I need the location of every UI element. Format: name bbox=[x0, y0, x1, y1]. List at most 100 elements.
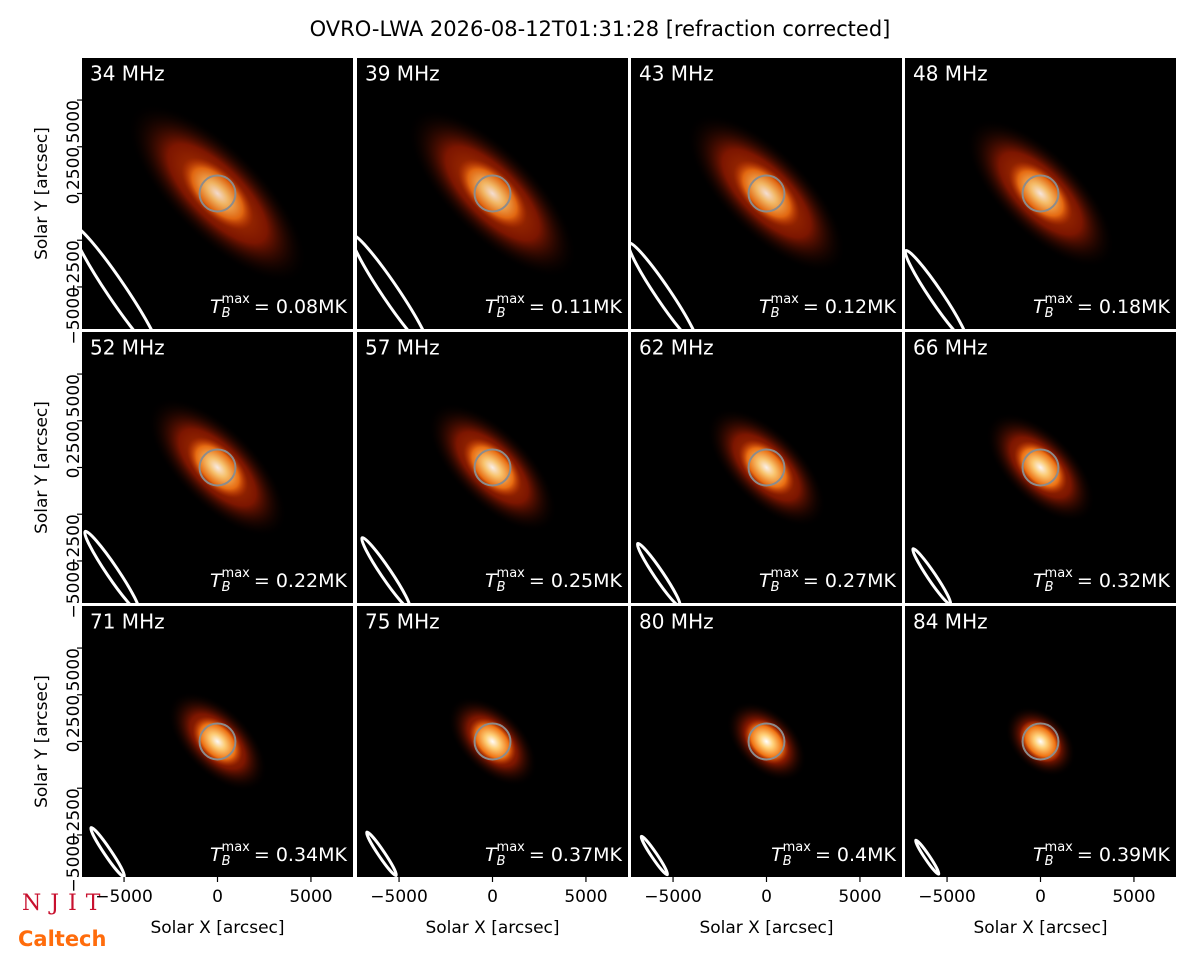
beam bbox=[89, 826, 126, 877]
tb-sup: max bbox=[497, 840, 526, 855]
y-tick-label: −2500 bbox=[64, 514, 84, 572]
x-axis-label: Solar X [arcsec] bbox=[699, 918, 833, 938]
y-tick-label: 5000 bbox=[64, 648, 84, 691]
beam bbox=[631, 241, 700, 329]
x-tick-label: −5000 bbox=[370, 887, 428, 907]
panel bbox=[82, 58, 353, 329]
emission-core bbox=[738, 439, 795, 496]
tb-value: = 0.39MK bbox=[1077, 844, 1171, 866]
tb-sup: max bbox=[222, 840, 251, 855]
tb-sub: B bbox=[1045, 306, 1054, 321]
panel bbox=[905, 332, 1176, 603]
tb-sup: max bbox=[1045, 292, 1074, 307]
tb-max-label: TBmax = 0.12MK bbox=[759, 292, 897, 321]
tb-symbol: T bbox=[485, 296, 498, 318]
tb-max-label: TBmax = 0.25MK bbox=[485, 566, 623, 595]
tb-max-label: TBmax = 0.34MK bbox=[210, 840, 348, 869]
y-tick-label: 0 bbox=[64, 742, 84, 753]
solar-disk bbox=[473, 722, 512, 761]
y-tick-label: 2500 bbox=[64, 421, 84, 464]
tb-max-label: TBmax = 0.11MK bbox=[485, 292, 623, 321]
tb-max-label: TBmax = 0.37MK bbox=[485, 840, 623, 869]
tb-symbol: T bbox=[210, 570, 223, 592]
x-axis-label: Solar X [arcsec] bbox=[973, 918, 1107, 938]
tb-sub: B bbox=[1045, 580, 1054, 595]
solar-disk bbox=[747, 448, 786, 487]
solar-disk bbox=[473, 448, 512, 487]
emission-core bbox=[744, 719, 789, 764]
y-tick-label: 0 bbox=[64, 194, 84, 205]
panel-title: 62 MHz bbox=[639, 336, 714, 360]
tb-sup: max bbox=[783, 840, 812, 855]
tb-value: = 0.4MK bbox=[815, 844, 897, 866]
emission-core bbox=[468, 717, 517, 766]
x-tick-label: 5000 bbox=[838, 887, 881, 907]
y-tick-label: −5000 bbox=[64, 835, 84, 893]
logo-caltech: Caltech bbox=[18, 927, 106, 951]
y-axis-label: Solar Y [arcsec] bbox=[32, 401, 52, 534]
panel bbox=[905, 58, 1176, 329]
tb-sup: max bbox=[497, 292, 526, 307]
y-tick-label: 0 bbox=[64, 468, 84, 479]
panel bbox=[905, 606, 1176, 877]
tb-value: = 0.22MK bbox=[254, 570, 348, 592]
figure-title: OVRO-LWA 2026-08-12T01:31:28 [refraction… bbox=[310, 17, 891, 41]
tb-sup: max bbox=[497, 566, 526, 581]
tb-symbol: T bbox=[759, 570, 772, 592]
y-tick-label: −5000 bbox=[64, 287, 84, 345]
panel-title: 66 MHz bbox=[913, 336, 988, 360]
tb-symbol: T bbox=[1033, 844, 1046, 866]
y-tick-label: 5000 bbox=[64, 100, 84, 143]
tb-sup: max bbox=[771, 292, 800, 307]
tb-sub: B bbox=[771, 306, 780, 321]
solar-disk bbox=[198, 722, 237, 761]
y-tick-label: 2500 bbox=[64, 695, 84, 738]
tb-sub: B bbox=[222, 580, 231, 595]
beam bbox=[365, 830, 398, 877]
tb-value: = 0.27MK bbox=[803, 570, 897, 592]
tb-value: = 0.25MK bbox=[529, 570, 623, 592]
panel-title: 43 MHz bbox=[639, 62, 714, 86]
tb-value: = 0.37MK bbox=[529, 844, 623, 866]
y-tick-label: 5000 bbox=[64, 374, 84, 417]
panel bbox=[82, 606, 353, 877]
beam bbox=[360, 536, 412, 603]
emission-core bbox=[1019, 720, 1062, 763]
panel bbox=[82, 332, 353, 603]
y-tick-label: 2500 bbox=[64, 147, 84, 190]
solar-disk bbox=[198, 174, 237, 213]
y-axis-label: Solar Y [arcsec] bbox=[32, 675, 52, 808]
solar-disk bbox=[1021, 174, 1060, 213]
x-tick-label: 0 bbox=[1035, 887, 1046, 907]
tb-value: = 0.34MK bbox=[254, 844, 348, 866]
tb-max-label: TBmax = 0.32MK bbox=[1033, 566, 1171, 595]
beam bbox=[905, 248, 969, 329]
tb-value: = 0.18MK bbox=[1077, 296, 1171, 318]
tb-sub: B bbox=[1045, 854, 1054, 869]
x-tick-label: 5000 bbox=[564, 887, 607, 907]
solar-disk bbox=[747, 722, 786, 761]
tb-sup: max bbox=[1045, 566, 1074, 581]
x-tick-label: −5000 bbox=[644, 887, 702, 907]
emission-core bbox=[187, 437, 248, 498]
logo-njit: NJIT bbox=[22, 891, 109, 916]
panel bbox=[631, 606, 902, 877]
beam bbox=[82, 223, 163, 329]
tb-symbol: T bbox=[759, 296, 772, 318]
panel-title: 80 MHz bbox=[639, 610, 714, 634]
tb-symbol: T bbox=[485, 844, 498, 866]
tb-symbol: T bbox=[210, 844, 223, 866]
panel bbox=[357, 606, 628, 877]
panel bbox=[631, 58, 902, 329]
emission-core bbox=[1008, 161, 1073, 226]
x-tick-label: −5000 bbox=[918, 887, 976, 907]
tb-max-label: TBmax = 0.18MK bbox=[1033, 292, 1171, 321]
x-tick-label: 0 bbox=[487, 887, 498, 907]
beam bbox=[357, 233, 432, 329]
emission-core bbox=[463, 438, 522, 497]
solar-disk bbox=[1021, 448, 1060, 487]
emission-core bbox=[457, 158, 528, 229]
panel-title: 48 MHz bbox=[913, 62, 988, 86]
y-axis-label: Solar Y [arcsec] bbox=[32, 127, 52, 260]
